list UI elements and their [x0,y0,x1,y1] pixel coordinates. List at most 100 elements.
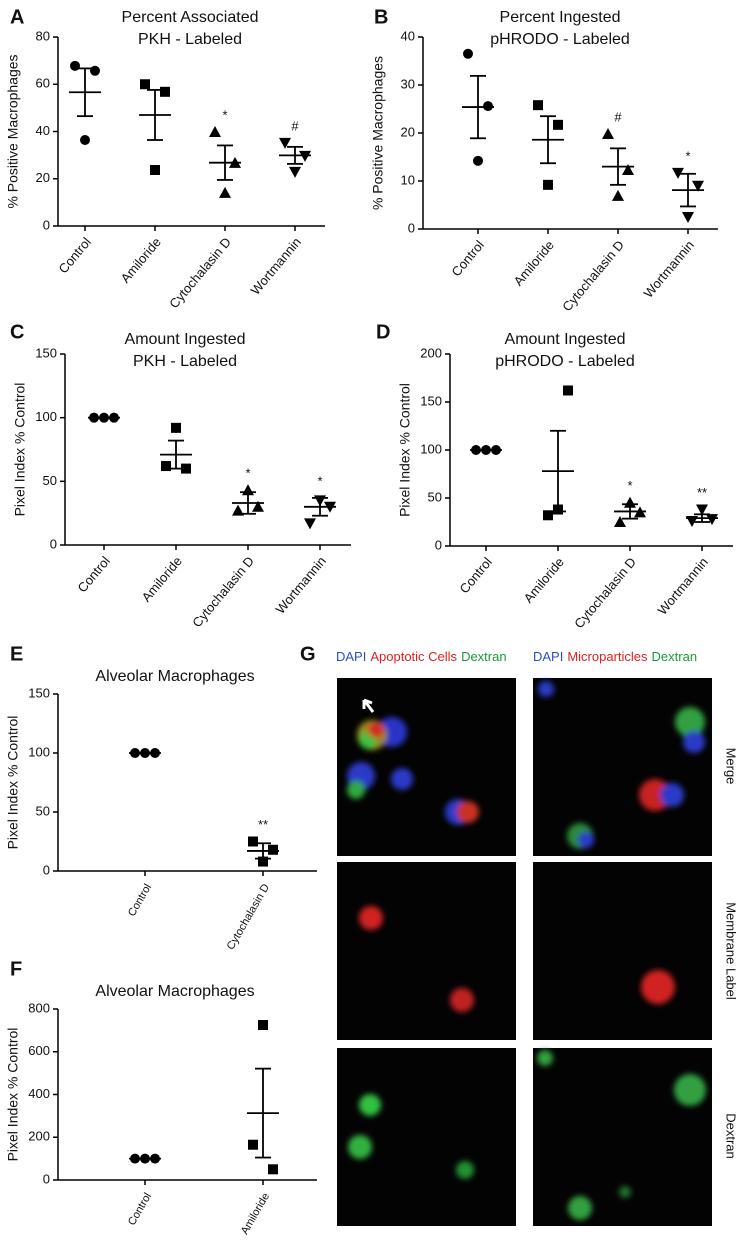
data-point [706,514,718,526]
data-point [563,385,573,396]
chart-title: Alveolar Macrophages [95,668,254,685]
cells [347,681,706,1220]
x-tick-label: Cytochalasin D [571,554,639,631]
panel-letter: F [10,958,22,980]
y-tick-label: 800 [28,1000,50,1015]
legend: DAPI Apoptotic Cells Dextran [336,649,507,664]
arrow [362,698,375,713]
panel-letter: B [374,6,388,28]
data-point [553,119,563,130]
data-point [150,165,160,176]
significance-label: * [222,107,227,122]
y-axis-label: Pixel Index % Control [5,716,21,850]
x-tick-label: Amiloride [118,234,164,285]
data-point [696,504,708,516]
significance-label: ** [697,485,707,500]
chart-title: Amount Ingested [505,331,626,348]
data-point [543,510,553,521]
y-tick-label: 0 [408,220,415,235]
panel-letter: C [10,321,24,343]
y-tick-label: 50 [428,489,442,504]
y-tick-label: 80 [36,28,50,43]
x-tick-label: Control [126,1191,154,1228]
y-tick-label: 150 [28,685,50,700]
chart-subtitle: pHRODO - Labeled [495,353,635,370]
legend-dapi: DAPI [533,649,563,664]
x-tick-label: Control [448,237,486,279]
data-point [483,101,493,112]
data-point [304,518,316,530]
data-point [602,127,614,139]
data-point [248,1139,258,1150]
legend-apoptotic: Apoptotic Cells [370,649,457,664]
significance-label: * [245,466,250,481]
data-point [268,1164,278,1175]
y-axis-label: Pixel Index % Control [397,383,413,517]
chart-subtitle: pHRODO - Labeled [490,31,630,48]
data-point [232,504,244,516]
x-tick-label: Wortmannin [248,234,304,297]
x-tick-label: Control [456,554,494,596]
chart-title: Alveolar Macrophages [95,983,254,1000]
data-point [672,167,684,179]
micrograph [533,678,712,856]
data-point [279,137,291,149]
y-tick-label: 60 [36,76,50,91]
y-tick-label: 400 [28,1086,50,1101]
y-axis-label: Pixel Index % Control [5,1028,21,1162]
y-tick-label: 600 [28,1043,50,1058]
y-tick-label: 50 [43,473,57,488]
row-label: Membrane Label [724,902,739,1000]
y-tick-label: 40 [401,28,415,43]
data-point [463,48,473,59]
y-tick-label: 200 [28,1129,50,1144]
significance-label: # [291,118,299,133]
micrograph [533,1048,712,1226]
y-tick-label: 100 [420,441,442,456]
data-point [268,844,278,855]
x-tick-label: Amiloride [139,553,185,604]
x-tick-label: Amiloride [521,554,567,605]
data-point [248,836,258,847]
legend-dapi: DAPI [336,649,366,664]
x-tick-label: Cytochalasin D [225,882,272,952]
y-tick-label: 50 [36,803,50,818]
chart-subtitle: PKH - Labeled [138,31,242,48]
significance-label: ** [258,817,268,832]
data-point [258,1020,268,1031]
data-point [80,135,90,146]
data-point [473,155,483,166]
micrograph [337,1048,516,1226]
micrograph [337,862,516,1040]
row-label: Merge [724,748,739,785]
data-point [289,166,301,178]
micrograph [533,862,712,1040]
y-tick-label: 20 [401,124,415,139]
data-point [614,516,626,527]
data-point [543,179,553,190]
data-point [682,212,694,223]
significance-label: * [317,473,322,488]
data-point [533,100,543,111]
chart-title: Amount Ingested [125,331,246,348]
y-tick-label: 0 [43,862,50,877]
x-tick-label: Cytochalasin D [166,234,234,311]
y-tick-label: 150 [420,393,442,408]
data-point [692,180,704,192]
panel-letter: A [10,6,24,28]
data-point [171,422,181,433]
legend-dextran: Dextran [652,649,698,664]
legend-dextran: Dextran [461,649,507,664]
data-point [70,60,80,71]
y-tick-label: 0 [43,1171,50,1186]
y-tick-label: 0 [43,217,50,232]
data-point [258,856,268,867]
data-point [161,461,171,472]
y-tick-label: 0 [50,536,57,551]
panel-letter: G [300,643,316,665]
significance-label: * [685,148,690,163]
significance-label: * [627,478,632,493]
micrograph-grid [337,678,712,1226]
data-point [160,86,170,97]
